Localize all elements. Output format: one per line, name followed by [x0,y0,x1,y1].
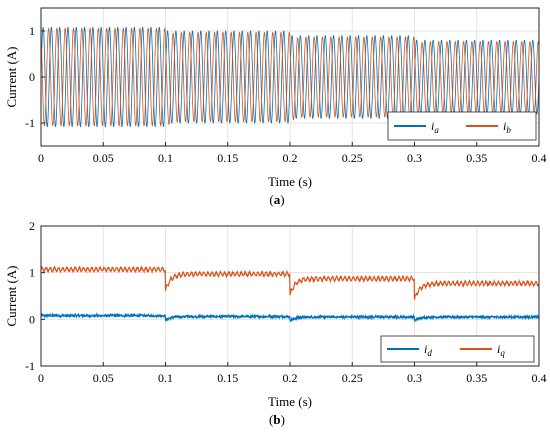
x-tick-label: 0.2 [283,371,298,385]
x-tick-label: 0 [38,371,44,385]
x-ticks-a: 0 0.05 0.1 0.15 0.2 0.25 0.3 0.35 0.4 [38,142,547,165]
y-tick-label: 1 [29,24,35,38]
x-axis-label-b: Time (s) [268,394,312,409]
y-ticks-a: -1 0 1 [25,24,45,130]
series-line-iq [41,265,539,300]
y-ticks-b: -1 0 1 2 [25,219,45,373]
x-tick-label: 0.25 [342,371,363,385]
x-tick-label: 0.4 [532,151,547,165]
x-tick-label: 0.2 [283,151,298,165]
series-line-ia [41,26,539,128]
x-tick-label: 0 [38,151,44,165]
x-tick-label: 0.3 [407,371,422,385]
y-tick-label: 1 [29,266,35,280]
x-tick-label: 0.05 [93,151,114,165]
x-tick-label: 0.05 [93,371,114,385]
plot-area-a [41,26,539,128]
series-line-id [41,312,539,322]
y-tick-label: -1 [25,359,35,373]
caption-b: (b) [269,412,285,427]
x-tick-label: 0.15 [217,151,238,165]
x-ticks-b: 0 0.05 0.1 0.15 0.2 0.25 0.3 0.35 0.4 [38,362,547,385]
x-tick-label: 0.4 [532,371,547,385]
x-tick-label: 0.1 [158,371,173,385]
legend-label-id: id [424,342,432,358]
y-tick-label: 0 [29,70,35,84]
y-tick-label: 0 [29,312,35,326]
x-tick-label: 0.35 [466,371,487,385]
y-tick-label: 2 [29,219,35,233]
y-tick-label: -1 [25,116,35,130]
x-tick-label: 0.15 [217,371,238,385]
x-axis-label-a: Time (s) [268,174,312,189]
legend-b: id iq [380,335,535,363]
legend-a: ia ib [387,111,537,141]
x-tick-label: 0.25 [342,151,363,165]
legend-label-iq: iq [497,342,505,358]
plot-area-b [41,265,539,322]
legend-label-ia: ia [431,119,439,135]
caption-a: (a) [269,192,284,207]
legend-label-ib: ib [503,119,511,135]
y-axis-label-b: Current (A) [4,265,19,326]
x-tick-label: 0.1 [158,151,173,165]
series-line-ib [41,27,539,127]
y-axis-label-a: Current (A) [4,46,19,107]
panel-a: 0 0.05 0.1 0.15 0.2 0.25 0.3 0.35 0.4 -1 0 1 Curre… [4,7,547,207]
x-tick-label: 0.35 [466,151,487,165]
x-tick-label: 0.3 [407,151,422,165]
